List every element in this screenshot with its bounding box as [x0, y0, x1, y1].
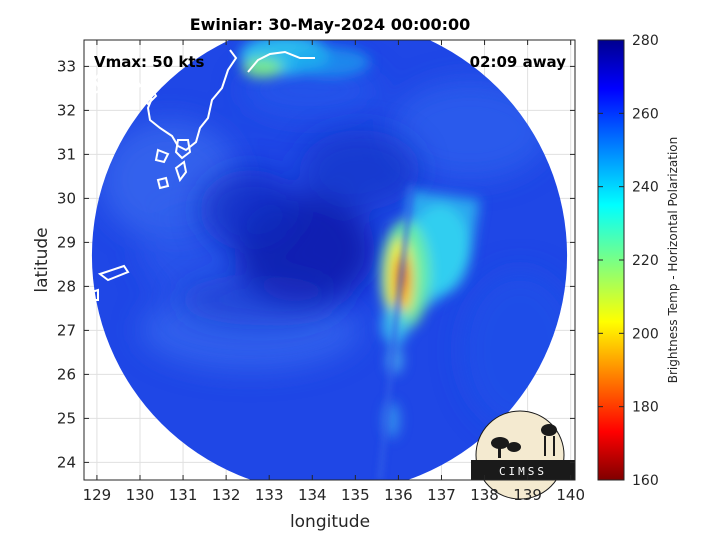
y-tick-label: 26: [57, 365, 76, 383]
colorbar-label: Brightness Temp - Horizontal Polarizatio…: [666, 137, 680, 384]
colorbar-ticks: 160 180 200 220 240 260 280: [598, 33, 659, 489]
y-tick-label: 29: [57, 233, 76, 251]
northern-band: [240, 40, 370, 78]
swath-image: [84, 40, 568, 480]
colorbar-tick-label: 240: [632, 180, 659, 196]
colorbar-tick-label: 160: [632, 473, 659, 489]
x-tick-label: 136: [384, 486, 413, 504]
x-tick-label: 134: [298, 486, 327, 504]
colorbar-tick-label: 200: [632, 326, 659, 342]
y-axis-label: latitude: [32, 227, 52, 292]
rainband: [380, 190, 480, 438]
x-tick-label: 132: [212, 486, 241, 504]
y-tick-label: 33: [57, 57, 76, 75]
x-tick-label: 130: [126, 486, 155, 504]
y-tick-label: 30: [57, 189, 76, 207]
colorbar-tick-label: 260: [632, 106, 659, 122]
axes-frame: [83, 39, 576, 481]
vmax-label: Vmax: 50 kts: [94, 53, 204, 71]
x-tick-label: 133: [255, 486, 284, 504]
x-tick-label: 138: [470, 486, 499, 504]
y-tick-label: 25: [57, 409, 76, 427]
colorbar-tick-label: 180: [632, 400, 659, 416]
colorbar-tick-label: 220: [632, 253, 659, 269]
x-tick-label: 131: [169, 486, 198, 504]
water-tower-icon: [541, 424, 557, 456]
x-axis-label: longitude: [290, 512, 370, 532]
chart-title: Ewiniar: 30-May-2024 00:00:00: [190, 15, 471, 34]
x-tick-label: 139: [513, 486, 542, 504]
x-tick-label: 129: [83, 486, 112, 504]
coastline: [84, 49, 315, 301]
time-offset-label: 02:09 away: [470, 53, 567, 71]
cimss-logo: CIMSS: [471, 410, 575, 500]
x-tick-label: 135: [341, 486, 370, 504]
y-tick-label: 28: [57, 277, 76, 295]
radar-dish-icon: [491, 437, 521, 458]
x-tick-label: 137: [427, 486, 456, 504]
y-tick-label: 27: [57, 321, 76, 339]
y-tick-label: 24: [57, 453, 76, 471]
swath-core: [180, 130, 420, 325]
ticks: 129 130 131 132 133 134 135 136 137 138 139 140 24 25…: [57, 40, 585, 504]
colorbar-tick-label: 280: [632, 33, 659, 49]
logo-text: CIMSS: [499, 465, 547, 478]
y-tick-label: 32: [57, 101, 76, 119]
scan-edge: [377, 184, 415, 480]
y-tick-label: 31: [57, 145, 76, 163]
x-tick-label: 140: [556, 486, 585, 504]
